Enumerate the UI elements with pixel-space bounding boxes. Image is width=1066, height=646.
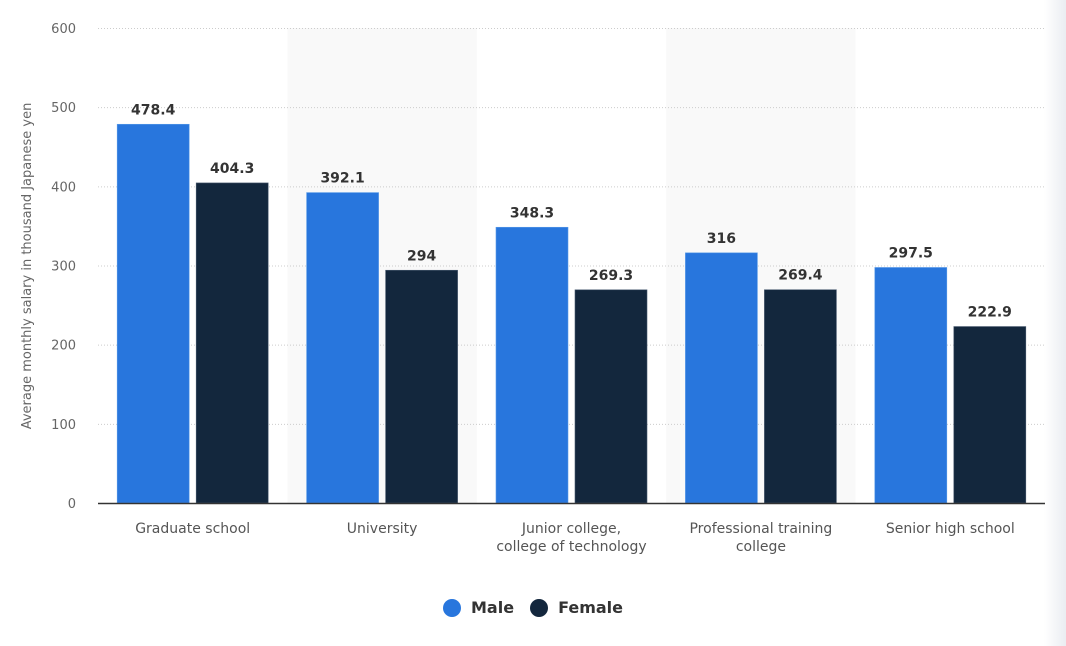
x-tick-label-line: Senior high school: [886, 521, 1015, 537]
x-tick-label-line: college: [736, 539, 786, 555]
data-labels: 478.4 404.3 392.1 294 348.3 269.3 316 269.4 297.…: [131, 102, 1012, 320]
legend: Male Female: [0, 598, 1066, 617]
data-label-male: 297.5: [889, 245, 933, 261]
data-label-female: 222.9: [968, 305, 1012, 321]
data-label-female: 404.3: [210, 161, 254, 177]
x-tick-label-line: Professional training: [689, 521, 832, 537]
bar-female[interactable]: [574, 289, 648, 504]
x-tick-label: University: [347, 521, 418, 537]
bar-female[interactable]: [385, 269, 458, 504]
bar-male[interactable]: [685, 252, 758, 504]
y-axis-label: Average monthly salary in thousand Japan…: [20, 103, 35, 430]
x-tick-label: Graduate school: [135, 521, 250, 537]
bar-male[interactable]: [116, 123, 190, 504]
data-label-male: 392.1: [320, 171, 364, 187]
bar-female[interactable]: [953, 326, 1027, 504]
y-tick-label: 300: [51, 260, 76, 275]
female-dot-icon: [530, 598, 549, 617]
bars: [116, 123, 1027, 504]
data-label-female: 269.4: [778, 268, 823, 284]
bar-male[interactable]: [306, 192, 379, 504]
male-dot-icon: [443, 598, 461, 617]
legend-item-male[interactable]: Male: [443, 598, 514, 617]
legend-label-male: Male: [471, 598, 515, 617]
x-axis-labels: Graduate school University Junior college,…: [135, 521, 1015, 555]
bar-male[interactable]: [495, 226, 569, 504]
y-tick-label: 400: [51, 180, 76, 195]
x-tick-label: Professional training college: [689, 521, 832, 555]
bar-male[interactable]: [874, 267, 948, 504]
x-tick-label-line: Junior college,: [521, 521, 621, 537]
y-tick-label: 100: [51, 418, 76, 433]
data-label-male: 348.3: [510, 205, 554, 221]
data-label-female: 294: [407, 248, 436, 264]
legend-label-female: Female: [558, 598, 623, 617]
data-label-male: 316: [707, 231, 736, 247]
x-tick-label: Junior college, college of technology: [496, 521, 646, 555]
x-tick-label: Senior high school: [886, 521, 1015, 537]
y-axis-ticks: 0 100 200 300 400 500 600: [51, 22, 76, 512]
y-tick-label: 0: [68, 497, 76, 512]
bar-female[interactable]: [764, 289, 837, 504]
y-tick-label: 200: [51, 339, 76, 354]
x-tick-label-line: Graduate school: [135, 521, 250, 537]
data-label-male: 478.4: [131, 102, 176, 118]
y-tick-label: 600: [51, 22, 76, 37]
data-label-female: 269.3: [589, 268, 633, 284]
edge-shadow: [1044, 0, 1066, 646]
x-tick-label-line: college of technology: [496, 539, 646, 555]
y-tick-label: 500: [51, 101, 76, 116]
x-tick-label-line: University: [347, 521, 418, 537]
legend-item-female[interactable]: Female: [530, 598, 623, 617]
bar-female[interactable]: [195, 182, 269, 504]
